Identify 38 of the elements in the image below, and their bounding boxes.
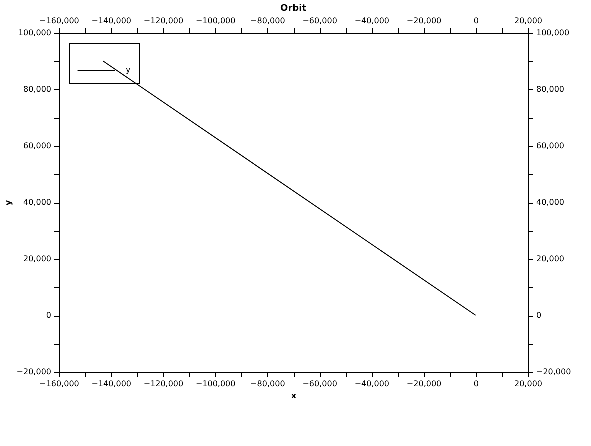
y2-tick-label: 60,000 <box>536 142 564 150</box>
x2-tick-label: −60,000 <box>302 16 338 26</box>
x-tick-label: −100,000 <box>196 380 236 388</box>
x2-tick-label: −160,000 <box>40 16 80 26</box>
y-tick-label: 40,000 <box>24 198 52 207</box>
y2-tick-label: 80,000 <box>536 85 564 94</box>
x2-tick-label: −120,000 <box>144 16 184 26</box>
x-tick-label: 0 <box>474 380 479 388</box>
x2-tick-label: −80,000 <box>250 16 286 26</box>
x-tick-label: −60,000 <box>302 380 338 388</box>
x2-tick-label: −40,000 <box>354 16 390 26</box>
x2-tick-label: 20,000 <box>514 16 542 26</box>
y-tick-label: 20,000 <box>24 254 52 264</box>
x-tick-label: 20,000 <box>514 380 542 388</box>
y2-tick-label: 0 <box>536 311 542 320</box>
x-tick-label: −40,000 <box>354 380 390 388</box>
chart-title: Orbit <box>280 4 308 14</box>
x-tick-label: −140,000 <box>92 380 132 388</box>
x2-tick-label: −100,000 <box>196 16 236 26</box>
y-tick-label: 80,000 <box>24 85 52 94</box>
x-axis-title: x <box>291 392 298 400</box>
x2-tick-label: 0 <box>474 16 479 26</box>
x-tick-label: −80,000 <box>250 380 286 388</box>
x-tick-label: −120,000 <box>144 380 184 388</box>
y-tick-label: 60,000 <box>24 142 52 150</box>
x-tick-label: −160,000 <box>40 380 80 388</box>
legend-label: y <box>126 66 131 74</box>
y-tick-label: 100,000 <box>18 28 52 38</box>
y2-tick-label: −20,000 <box>536 368 572 376</box>
x2-tick-label: −140,000 <box>92 16 132 26</box>
y2-tick-label: 100,000 <box>536 28 570 38</box>
y-axis-title: y <box>4 200 13 206</box>
y2-tick-label: 20,000 <box>536 254 564 264</box>
x-tick-label: −20,000 <box>406 380 442 388</box>
x2-tick-label: −20,000 <box>406 16 442 26</box>
y-tick-label: −20,000 <box>16 368 52 376</box>
y-tick-label: 0 <box>46 311 52 320</box>
y2-tick-label: 40,000 <box>536 198 564 207</box>
